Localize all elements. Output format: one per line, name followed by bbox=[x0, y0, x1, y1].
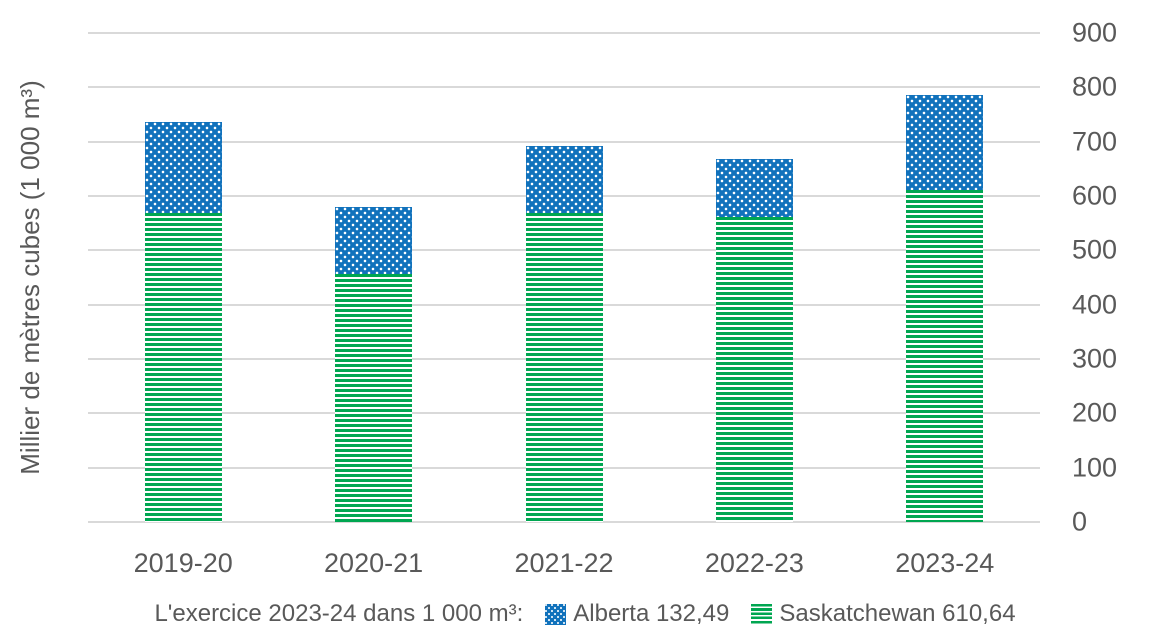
bar-segment-alberta-2019-20 bbox=[144, 122, 222, 213]
y-axis-title: Millier de mètres cubes (1 000 m³) bbox=[14, 80, 45, 475]
y-axis-tick-label: 500 bbox=[1072, 234, 1118, 265]
legend-label-saskatchewan: Saskatchewan 610,64 bbox=[779, 600, 1016, 627]
bar-segment-saskatchewan-2020-21 bbox=[335, 274, 413, 522]
legend-swatch-alberta bbox=[545, 603, 567, 625]
bar-segment-saskatchewan-2021-22 bbox=[525, 212, 603, 522]
y-axis-tick-label: 700 bbox=[1072, 126, 1118, 157]
legend-title: L'exercice 2023-24 dans 1 000 m³: bbox=[154, 600, 524, 627]
x-axis-label-2023-24: 2023-24 bbox=[895, 548, 995, 578]
bar-segment-alberta-2023-24 bbox=[906, 94, 984, 191]
y-axis-tick-label: 800 bbox=[1072, 71, 1118, 102]
y-axis-tick-label: 300 bbox=[1072, 343, 1118, 374]
plot-area bbox=[88, 32, 1040, 523]
y-axis-tick-label: 0 bbox=[1072, 506, 1088, 537]
x-axis-labels: 2019-20 2020-21 2021-22 2022-23 2023-24 bbox=[88, 546, 1040, 584]
x-axis-label-2020-21: 2020-21 bbox=[324, 548, 424, 578]
bar-segment-alberta-2020-21 bbox=[335, 206, 413, 275]
gridline bbox=[88, 86, 1040, 89]
legend-item-saskatchewan: Saskatchewan 610,64 bbox=[751, 600, 1016, 628]
legend: L'exercice 2023-24 dans 1 000 m³: Albert… bbox=[0, 594, 1170, 634]
bar-segment-saskatchewan-2019-20 bbox=[144, 212, 222, 522]
gridline bbox=[88, 32, 1040, 34]
legend-label-alberta: Alberta 132,49 bbox=[573, 600, 730, 627]
y-axis-tick-label: 400 bbox=[1072, 289, 1118, 320]
x-axis-label-2022-23: 2022-23 bbox=[704, 548, 804, 578]
x-axis-label-2021-22: 2021-22 bbox=[514, 548, 614, 578]
y-axis-tick-label: 100 bbox=[1072, 452, 1118, 483]
y-axis-tick-label: 900 bbox=[1072, 17, 1118, 48]
bar-segment-alberta-2021-22 bbox=[525, 146, 603, 213]
legend-swatch-saskatchewan bbox=[751, 603, 773, 625]
bar-segment-saskatchewan-2022-23 bbox=[715, 217, 793, 522]
bar-segment-saskatchewan-2023-24 bbox=[906, 190, 984, 522]
gridline bbox=[88, 521, 1040, 523]
gridline bbox=[88, 140, 1040, 143]
x-axis-label-2019-20: 2019-20 bbox=[133, 548, 233, 578]
y-axis-tick-label: 200 bbox=[1072, 397, 1118, 428]
y-axis-tick-labels: 0 100 200 300 400 500 600 700 800 900 bbox=[1072, 0, 1162, 644]
legend-item-alberta: Alberta 132,49 bbox=[545, 600, 729, 628]
y-axis-tick-label: 600 bbox=[1072, 180, 1118, 211]
bar-segment-alberta-2022-23 bbox=[715, 159, 793, 218]
